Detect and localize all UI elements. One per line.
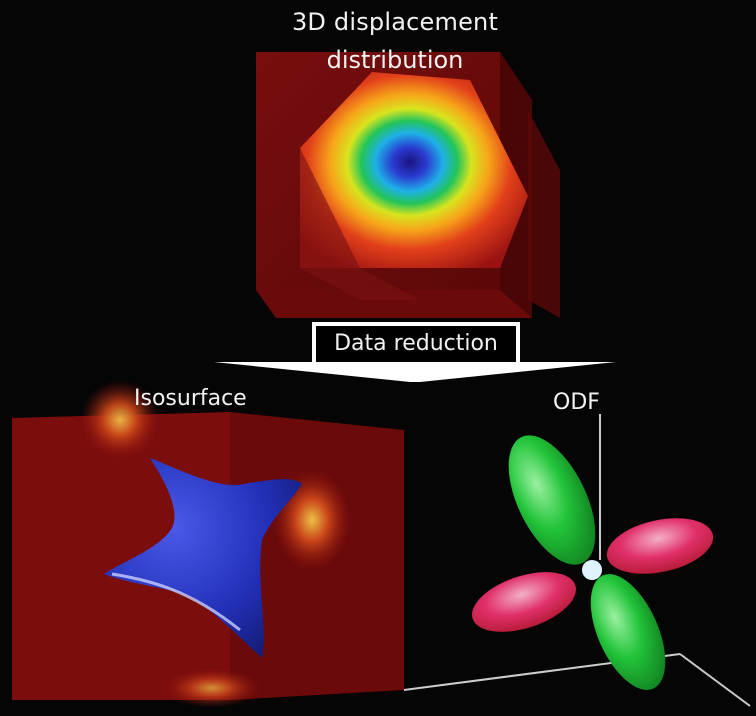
title-line-2: distribution xyxy=(326,46,464,74)
displacement-volume xyxy=(256,52,560,318)
isosurface-blob xyxy=(104,458,302,658)
isosurface-label: Isosurface xyxy=(134,386,247,411)
odf-glyph xyxy=(403,414,751,707)
odf-label: ODF xyxy=(553,390,600,415)
title-line-1: 3D displacement xyxy=(291,8,499,36)
reduction-arrow xyxy=(214,362,616,382)
isosurface-volume xyxy=(12,380,404,708)
data-reduction-label: Data reduction xyxy=(312,322,520,366)
displacement-slice xyxy=(300,72,528,268)
